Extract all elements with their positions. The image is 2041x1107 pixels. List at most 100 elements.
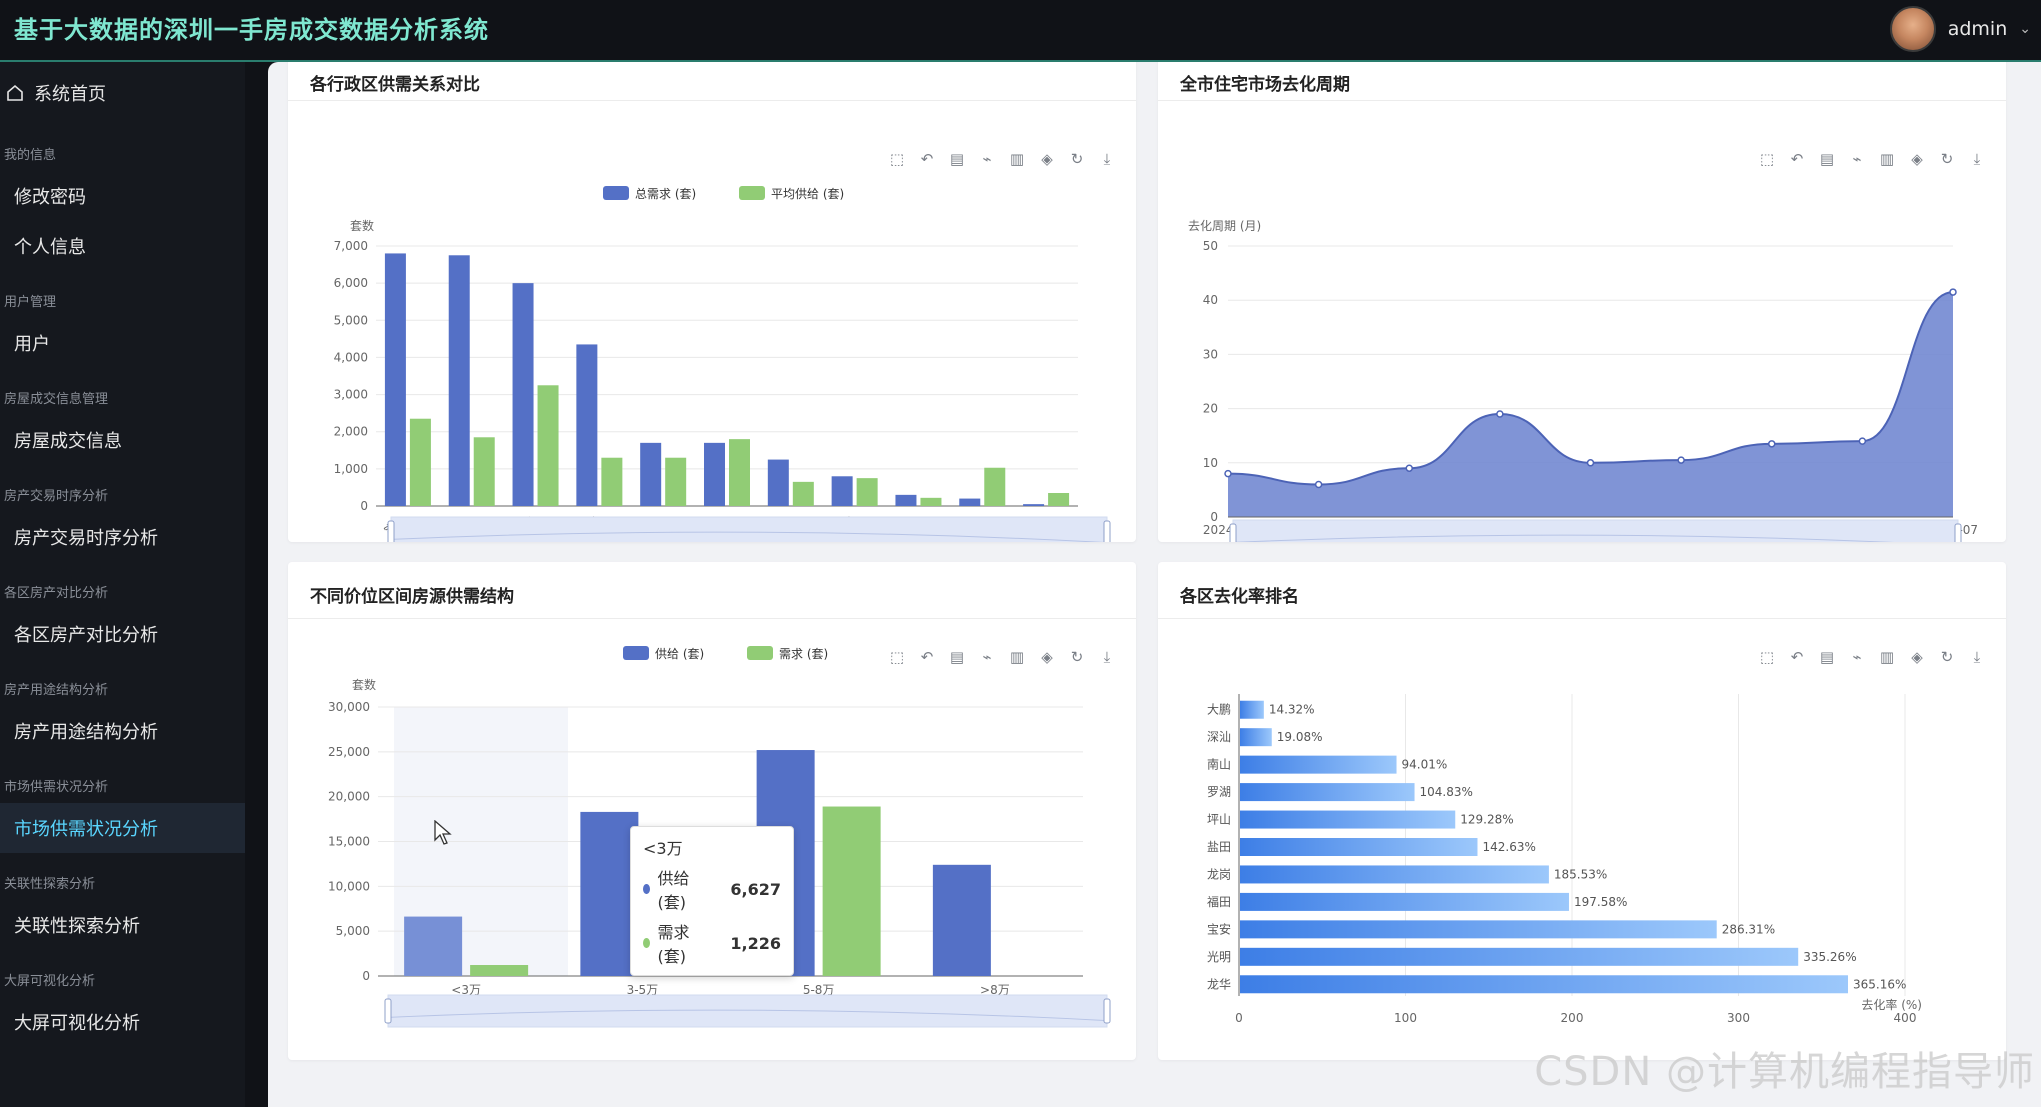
sidebar-item[interactable]: 大屏可视化分析: [14, 1013, 140, 1034]
data-view-icon[interactable]: ▤: [949, 648, 965, 666]
legend-swatch: [739, 186, 765, 200]
bar: [932, 864, 991, 976]
data-point: [1405, 464, 1413, 472]
data-point: [1314, 480, 1323, 489]
zoom-icon[interactable]: ⬚: [889, 648, 905, 666]
tooltip-series-name: 需求 (套): [657, 923, 690, 966]
bar: [959, 498, 981, 506]
bar: [767, 459, 789, 506]
bar: [601, 457, 623, 506]
sidebar-item[interactable]: 个人信息: [14, 237, 86, 258]
sidebar: 系统首页 我的信息 修改密码 个人信息 用户管理 用户 房屋成交信息管理 房屋成交信息 房产交…: [0, 62, 245, 1107]
y-tick-label: 2,000: [334, 425, 368, 439]
bar: [665, 457, 687, 506]
line-switch-icon[interactable]: ⌁: [982, 648, 992, 666]
avatar[interactable]: [1889, 6, 1936, 52]
bar: [409, 418, 431, 506]
mouse-cursor-icon: [434, 820, 452, 845]
bar-switch-icon[interactable]: ▥: [1009, 648, 1025, 666]
zoom-icon[interactable]: ⬚: [1759, 648, 1775, 666]
data-view-icon[interactable]: ▤: [1819, 648, 1835, 666]
y-tick-label: 6,000: [334, 276, 368, 290]
user-menu[interactable]: admin ⌄: [1889, 4, 2031, 54]
data-point: [1586, 459, 1595, 467]
stack-icon[interactable]: ◈: [1911, 648, 1923, 666]
data-point: [1496, 410, 1504, 418]
restore-icon[interactable]: ↻: [1070, 150, 1084, 168]
sidebar-item[interactable]: 市场供需状况分析: [0, 803, 245, 853]
restore-icon[interactable]: ↻: [1940, 150, 1954, 168]
zoom-reset-icon[interactable]: ↶: [1790, 150, 1804, 168]
sidebar-item-home[interactable]: 系统首页: [0, 62, 245, 124]
bar-switch-icon[interactable]: ▥: [1879, 150, 1895, 168]
data-view-icon[interactable]: ▤: [1819, 150, 1835, 168]
top-bar: 基于大数据的深圳一手房成交数据分析系统 admin ⌄: [0, 0, 2041, 62]
y-tick-label: 深汕: [1207, 730, 1231, 744]
bar: [640, 442, 662, 506]
bar-switch-icon[interactable]: ▥: [1879, 648, 1895, 666]
data-zoom-handle-right: [1103, 998, 1111, 1024]
user-name[interactable]: admin: [1947, 18, 2008, 40]
panel-title: 各行政区供需关系对比: [310, 75, 480, 95]
sidebar-group-title: 房产交易时序分析: [4, 489, 109, 504]
bar: [1240, 865, 1549, 884]
tooltip-row: 需求 (套) 1,226: [643, 919, 781, 967]
data-zoom-handle-right: [1103, 520, 1111, 542]
legend-swatch: [747, 646, 773, 660]
download-icon[interactable]: ⤓: [1103, 150, 1111, 168]
data-point: [1949, 288, 1957, 296]
stack-icon[interactable]: ◈: [1911, 150, 1923, 168]
y-tick-label: 50: [1203, 239, 1218, 253]
data-label: 129.28%: [1460, 813, 1513, 827]
bar: [895, 494, 917, 506]
sidebar-item[interactable]: 修改密码: [14, 187, 86, 208]
zoom-icon[interactable]: ⬚: [889, 150, 905, 168]
zoom-reset-icon[interactable]: ↶: [920, 648, 934, 666]
sidebar-item[interactable]: 关联性探索分析: [14, 916, 140, 937]
stack-icon[interactable]: ◈: [1041, 150, 1053, 168]
zoom-icon[interactable]: ⬚: [1759, 150, 1775, 168]
tooltip-title: <3万: [643, 839, 683, 858]
data-view-icon[interactable]: ▤: [949, 150, 965, 168]
bar: [792, 481, 814, 506]
panel-title: 全市住宅市场去化周期: [1180, 75, 1350, 95]
x-tick-label: <3万: [451, 983, 481, 997]
download-icon[interactable]: ⤓: [1973, 648, 1981, 666]
sidebar-groups: 我的信息 修改密码 个人信息 用户管理 用户 房屋成交信息管理 房屋成交信息 房产交易时序分析…: [0, 124, 245, 1047]
bar: [1240, 810, 1456, 829]
line-switch-icon[interactable]: ⌁: [1852, 150, 1862, 168]
zoom-reset-icon[interactable]: ↶: [920, 150, 934, 168]
legend-label: 平均供给 (套): [771, 187, 844, 201]
y-tick-label: 30: [1203, 347, 1218, 361]
x-axis-label: 去化率 (%): [1861, 997, 1922, 1012]
x-tick-label: 400: [1894, 1011, 1917, 1025]
sidebar-item[interactable]: 房产用途结构分析: [14, 722, 158, 743]
y-tick-label: 盐田: [1207, 840, 1231, 854]
sidebar-item[interactable]: 房屋成交信息: [14, 431, 122, 452]
restore-icon[interactable]: ↻: [1940, 648, 1954, 666]
line-switch-icon[interactable]: ⌁: [982, 150, 992, 168]
download-icon[interactable]: ⤓: [1973, 150, 1981, 168]
area-fill: [1228, 292, 1953, 517]
chart-toolbox: ⬚ ↶ ▤ ⌁ ▥ ◈ ↻ ⤓: [888, 150, 1116, 168]
bar: [1240, 700, 1264, 719]
chevron-down-icon[interactable]: ⌄: [2019, 21, 2031, 37]
sidebar-group-title: 房产用途结构分析: [4, 683, 109, 698]
restore-icon[interactable]: ↻: [1070, 648, 1084, 666]
app-title: 基于大数据的深圳一手房成交数据分析系统: [14, 16, 489, 44]
zoom-reset-icon[interactable]: ↶: [1790, 648, 1804, 666]
line-switch-icon[interactable]: ⌁: [1852, 648, 1862, 666]
sidebar-item[interactable]: 各区房产对比分析: [14, 625, 158, 646]
data-label: 142.63%: [1482, 840, 1535, 854]
x-tick-label: >8万: [980, 983, 1010, 997]
stack-icon[interactable]: ◈: [1041, 648, 1053, 666]
data-label: 197.58%: [1574, 895, 1627, 909]
data-zoom-slider: [390, 516, 1108, 542]
download-icon[interactable]: ⤓: [1103, 648, 1111, 666]
sidebar-item[interactable]: 房产交易时序分析: [14, 528, 158, 549]
sidebar-item[interactable]: 用户: [14, 334, 50, 355]
data-zoom-slider: [387, 994, 1108, 1028]
data-label: 335.26%: [1803, 950, 1856, 964]
tooltip-series-name: 供给 (套): [657, 869, 690, 912]
bar-switch-icon[interactable]: ▥: [1009, 150, 1025, 168]
